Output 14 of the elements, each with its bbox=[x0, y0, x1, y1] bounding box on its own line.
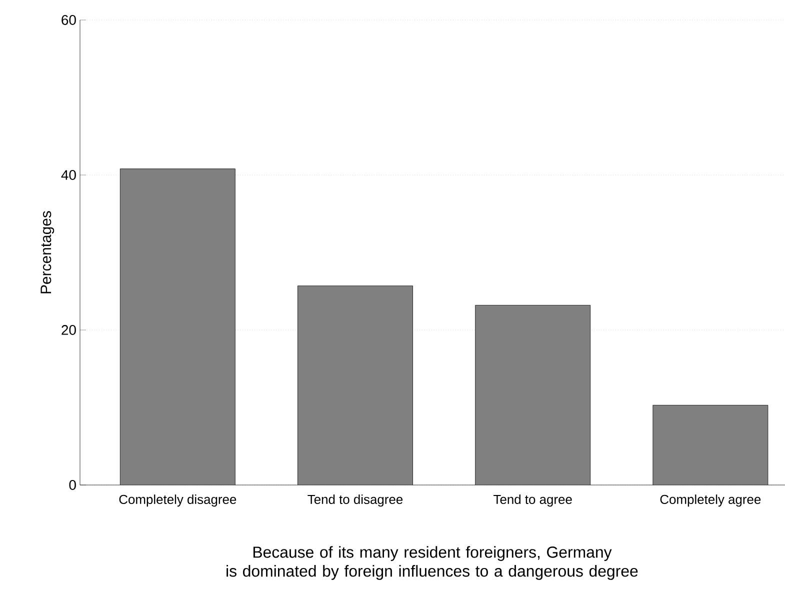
bar bbox=[652, 404, 768, 485]
bar bbox=[298, 286, 413, 485]
x-tick-label: Completely disagree bbox=[119, 494, 236, 507]
bar bbox=[475, 305, 590, 485]
bar bbox=[120, 168, 236, 485]
y-tick-label: 20 bbox=[62, 325, 76, 335]
x-tick-label: Completely agree bbox=[660, 494, 761, 507]
x-tick-label: Tend to agree bbox=[494, 494, 572, 507]
y-axis-title: Percentages bbox=[40, 211, 54, 294]
x-axis-title: Because of its many resident foreigners, Germany is dominated by foreign influences to a dangerous degree bbox=[226, 546, 638, 580]
y-tick-label: 40 bbox=[61, 170, 76, 180]
x-tick-label: Tend to disagree bbox=[308, 494, 403, 507]
y-tick-label: 0 bbox=[69, 480, 76, 490]
y-tick-label: 60 bbox=[62, 15, 76, 25]
